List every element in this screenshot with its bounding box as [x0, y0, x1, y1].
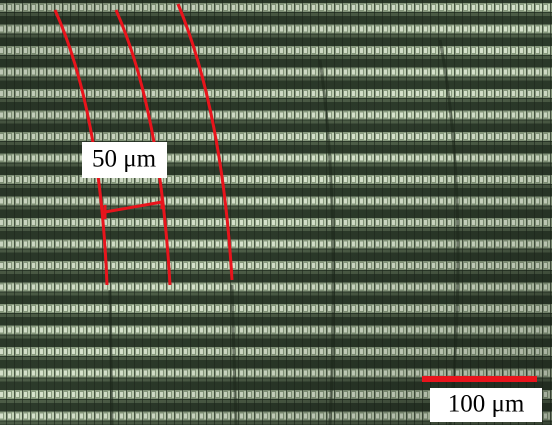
scale-bar: [422, 376, 537, 382]
page: 50 μm 100 μm (() => { const data = JSON.…: [0, 0, 552, 425]
micrograph: 50 μm 100 μm: [0, 0, 552, 425]
scale-bar-label: 100 μm: [448, 391, 525, 418]
shading: [0, 0, 552, 425]
measure-label: 50 μm: [92, 146, 157, 173]
